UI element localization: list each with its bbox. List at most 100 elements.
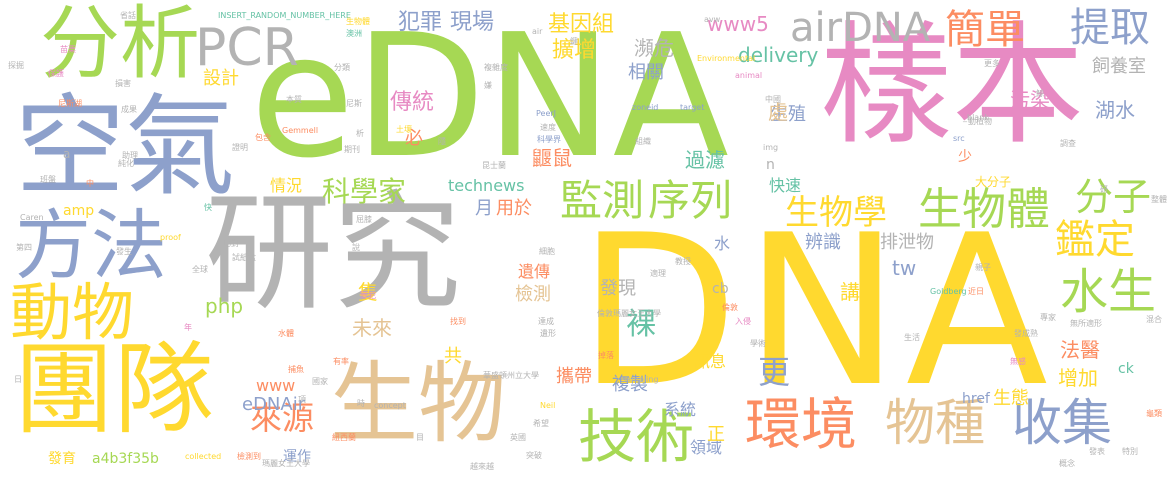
word: 鑑定: [1055, 217, 1135, 263]
word: PeerJ: [536, 109, 557, 118]
word: 全球: [192, 265, 208, 274]
word: 物種: [885, 394, 985, 452]
word: 攜帶: [556, 366, 592, 387]
word: 監測: [560, 176, 645, 225]
word: 細胞: [539, 247, 555, 256]
word: 未來: [352, 316, 392, 340]
word: 正: [707, 424, 725, 445]
word: 目: [416, 433, 424, 442]
word: 環境: [745, 393, 857, 458]
word: 有率: [333, 357, 349, 366]
word: 生物: [330, 352, 507, 455]
word: 樣本: [820, 9, 1084, 163]
word: 本質: [286, 95, 302, 104]
word: 發現: [600, 278, 636, 299]
word: 適理: [650, 269, 666, 278]
word: 省話: [120, 11, 136, 20]
word: 生態: [993, 388, 1029, 409]
word: airDNA: [790, 5, 931, 51]
word: 動物: [10, 276, 135, 349]
word: 處: [768, 100, 788, 124]
word: 鼴鼠: [532, 146, 572, 170]
word: 掉落: [598, 351, 614, 360]
word: 尼斯: [346, 99, 362, 108]
word: 無所適形: [1070, 319, 1102, 328]
word: 學術: [750, 339, 766, 348]
word: 隻: [358, 280, 378, 304]
word: 水生: [1060, 264, 1157, 320]
word: 瑪麗女王大學: [262, 459, 310, 468]
word: 傳統: [390, 90, 435, 115]
word: 增加: [1058, 366, 1098, 390]
word: 科學家: [322, 175, 407, 208]
word: 過濾: [685, 148, 725, 172]
word: 達成: [538, 317, 554, 326]
word: 包含: [255, 133, 271, 142]
word: 捕魚: [288, 365, 304, 374]
word: 分子: [1075, 175, 1152, 219]
word: tw: [892, 256, 917, 280]
word: 班盤: [40, 175, 56, 184]
word: 中國: [765, 95, 781, 104]
word: 紐西蘭: [332, 433, 356, 442]
word: 遺傳: [518, 262, 551, 281]
word: 辨識: [805, 232, 841, 253]
word: 少: [958, 149, 972, 165]
word: 鯨: [1036, 89, 1044, 98]
word: 序列: [648, 176, 733, 225]
word: 裸: [626, 307, 656, 342]
word: 找到: [450, 317, 466, 326]
word: 更: [758, 353, 791, 391]
word: 污染: [1010, 88, 1050, 112]
word: 擴增: [552, 38, 597, 63]
word: eDNA: [250, 0, 729, 196]
word: 速度: [540, 123, 556, 132]
word: 希望: [533, 419, 549, 428]
word: 月: [475, 198, 493, 219]
word: php: [205, 294, 244, 318]
word: 昆士蘭: [482, 161, 506, 170]
word: 專家: [1040, 313, 1056, 322]
word: 龜類: [1146, 409, 1162, 418]
word: 混合: [1146, 315, 1162, 324]
word: 澳洲: [346, 29, 362, 38]
word: cb: [712, 281, 729, 297]
word: 方法: [15, 201, 167, 290]
word: 試紙盒: [232, 253, 256, 262]
word: Gemmell: [282, 126, 319, 135]
word: 收集: [1012, 394, 1112, 452]
word: 水體: [278, 329, 294, 338]
word: 更多: [984, 59, 1000, 68]
word: 越來越: [470, 462, 494, 471]
word: 概念: [1059, 459, 1075, 468]
word: Environmental: [697, 54, 756, 63]
word: 領域: [690, 438, 723, 457]
word: 快速: [769, 176, 802, 195]
word: 運作: [283, 449, 311, 465]
word: 年: [184, 323, 192, 332]
word: collected: [185, 452, 222, 461]
word: INSERT_RANDOM_NUMBER_HERE: [218, 11, 351, 20]
word: 科學界: [537, 135, 561, 144]
word: 檢測: [515, 284, 551, 305]
word: 析: [356, 129, 364, 138]
word: 特別: [1122, 447, 1138, 456]
word: 說: [352, 243, 360, 252]
word: ck: [1118, 361, 1134, 377]
word: 華盛頓州立大學: [483, 371, 539, 380]
word: 共: [444, 346, 462, 367]
word: 水: [714, 234, 731, 253]
word: proof: [160, 233, 181, 242]
word: 空氣: [15, 83, 235, 211]
word: 研: [1100, 185, 1108, 194]
word: 發育: [48, 451, 76, 467]
word: technews: [448, 176, 525, 195]
word: avw: [704, 15, 721, 24]
word: sampling: [622, 375, 659, 384]
word: 近日: [968, 287, 984, 296]
word: 尼斯湖: [58, 99, 82, 108]
word: 情況: [270, 176, 303, 195]
word: 證明: [232, 143, 248, 152]
word: 國家: [312, 377, 328, 386]
